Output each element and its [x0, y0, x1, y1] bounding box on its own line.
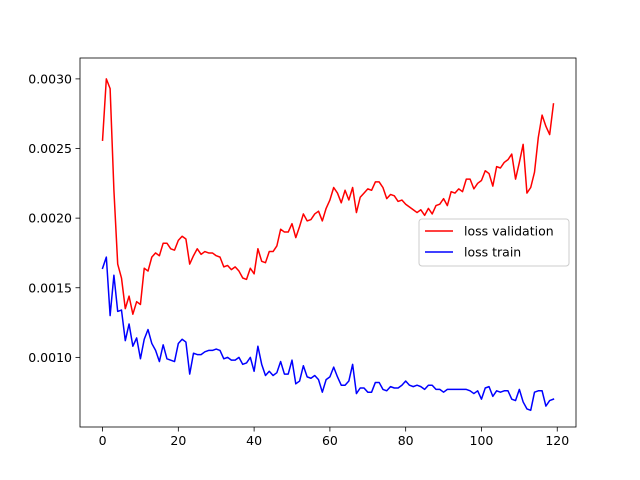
x-tick-label: 100 — [470, 433, 494, 448]
x-tick-label: 0 — [99, 433, 107, 448]
legend-box — [418, 218, 570, 267]
axes-spines — [79, 57, 577, 428]
legend: loss validation loss train — [418, 218, 570, 267]
y-tick-label: 0.0030 — [28, 71, 72, 86]
y-tick-label: 0.0025 — [28, 141, 72, 156]
legend-label-1: loss train — [464, 245, 521, 260]
x-tick-label: 40 — [246, 433, 262, 448]
x-tick-label: 20 — [170, 433, 186, 448]
x-tick-label: 120 — [545, 433, 569, 448]
y-tick-label: 0.0015 — [28, 280, 72, 295]
axes-frame — [79, 57, 577, 428]
x-axis: 0 20 40 60 80 100 120 — [99, 427, 569, 448]
series-line-0 — [101, 78, 555, 315]
y-axis: 0.0010 0.0015 0.0020 0.0025 0.0030 — [28, 71, 80, 365]
legend-label-0: loss validation — [464, 224, 554, 239]
x-tick-label: 80 — [398, 433, 414, 448]
series-line-1 — [101, 256, 555, 412]
y-tick-label: 0.0010 — [28, 350, 72, 365]
x-tick-label: 60 — [322, 433, 338, 448]
y-tick-label: 0.0020 — [28, 211, 72, 226]
series-lines — [101, 78, 555, 412]
